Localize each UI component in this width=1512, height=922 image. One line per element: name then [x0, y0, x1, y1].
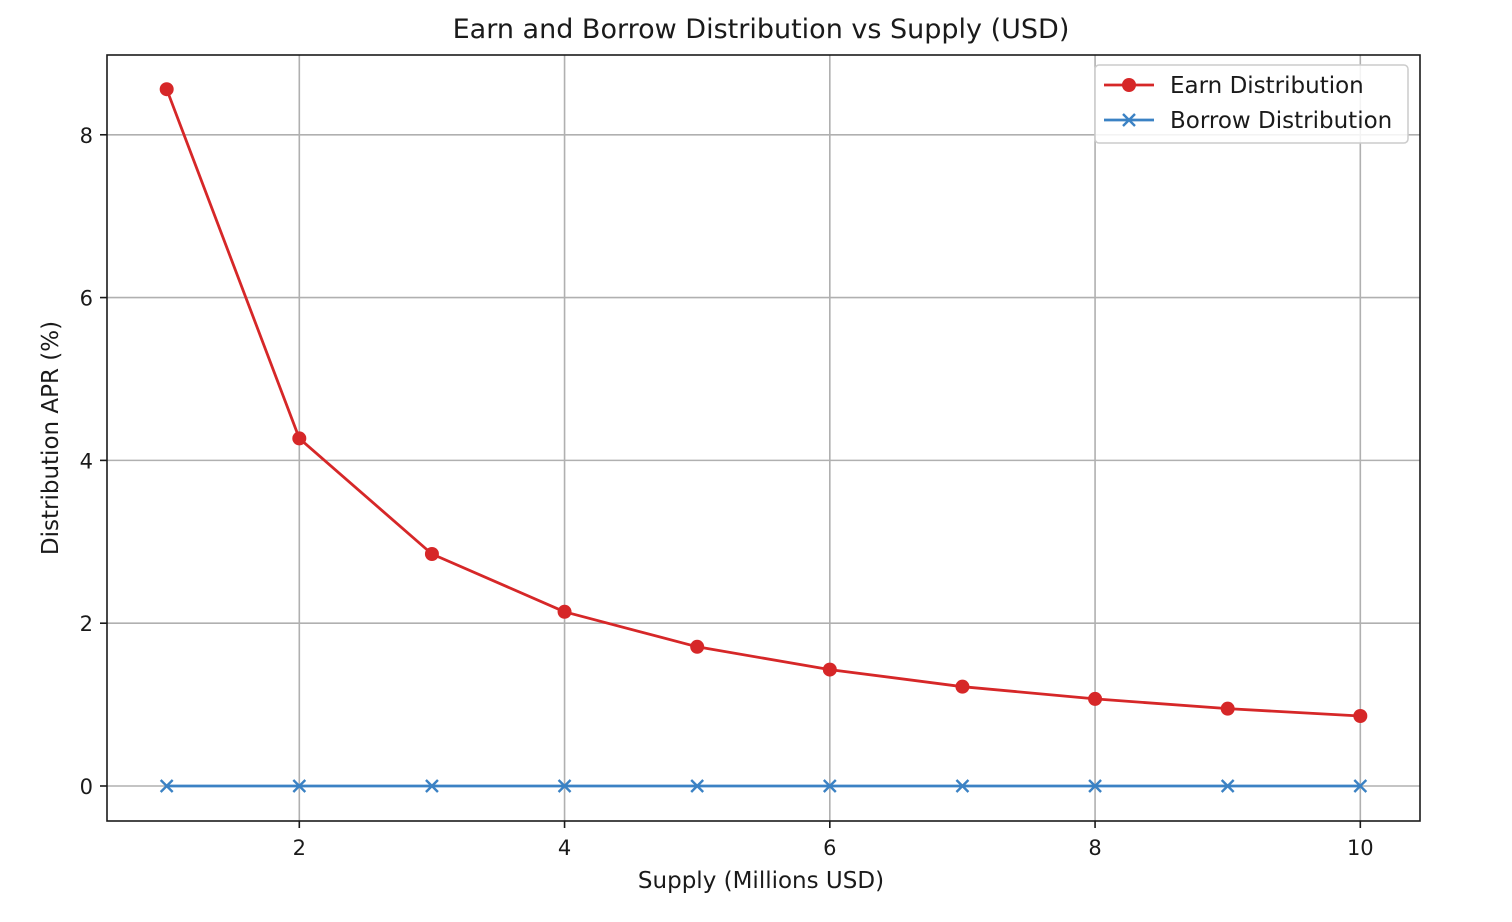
- earn-data-point: [557, 604, 572, 619]
- y-tick-label: 4: [80, 449, 93, 473]
- earn-data-point: [292, 431, 307, 446]
- x-tick-label: 4: [558, 836, 571, 860]
- legend-box: [1094, 64, 1409, 144]
- earn-data-point: [955, 679, 970, 694]
- y-tick-label: 8: [80, 124, 93, 148]
- earn-data-point: [1353, 708, 1368, 723]
- borrow-data-point: [557, 779, 572, 793]
- legend-borrow-label: Borrow Distribution: [1170, 108, 1392, 134]
- borrow-data-point: [159, 779, 174, 793]
- legend-borrow-marker: [1122, 113, 1136, 127]
- earn-data-point: [690, 639, 705, 654]
- earn-series-line: [165, 88, 1361, 718]
- borrow-data-point: [1353, 779, 1368, 793]
- legend-earn-marker: [1122, 78, 1136, 92]
- y-tick-label: 0: [80, 775, 93, 799]
- series-layer: [159, 82, 1368, 793]
- legend: Earn Distribution Borrow Distribution: [1094, 64, 1409, 144]
- y-axis-label: Distribution APR (%): [38, 321, 64, 555]
- plot-area-frame: [106, 54, 1421, 822]
- borrow-data-point: [690, 779, 705, 793]
- earn-data-point: [424, 546, 439, 561]
- borrow-data-point: [1220, 779, 1235, 793]
- earn-data-point: [1220, 701, 1235, 716]
- legend-earn-label: Earn Distribution: [1170, 73, 1364, 99]
- borrow-data-point: [425, 779, 439, 793]
- x-tick-label: 2: [293, 836, 306, 860]
- earn-data-point: [1088, 691, 1103, 706]
- x-axis-label: Supply (Millions USD): [638, 868, 884, 894]
- x-tick-label: 10: [1347, 836, 1374, 860]
- y-tick-label: 6: [80, 287, 93, 311]
- borrow-data-point: [292, 779, 307, 793]
- borrow-data-point: [822, 779, 837, 793]
- earn-data-point: [822, 662, 837, 677]
- x-tick-label: 8: [1088, 836, 1101, 860]
- x-tick-label: 6: [823, 836, 836, 860]
- chart-title: Earn and Borrow Distribution vs Supply (…: [453, 14, 1070, 45]
- earn-data-point: [159, 82, 174, 97]
- borrow-data-point: [1088, 779, 1102, 793]
- y-tick-label: 2: [80, 612, 93, 636]
- axis-ticks: 2 4 6 8 10 0 2 4 6 8: [80, 124, 1374, 860]
- borrow-data-point: [955, 779, 970, 793]
